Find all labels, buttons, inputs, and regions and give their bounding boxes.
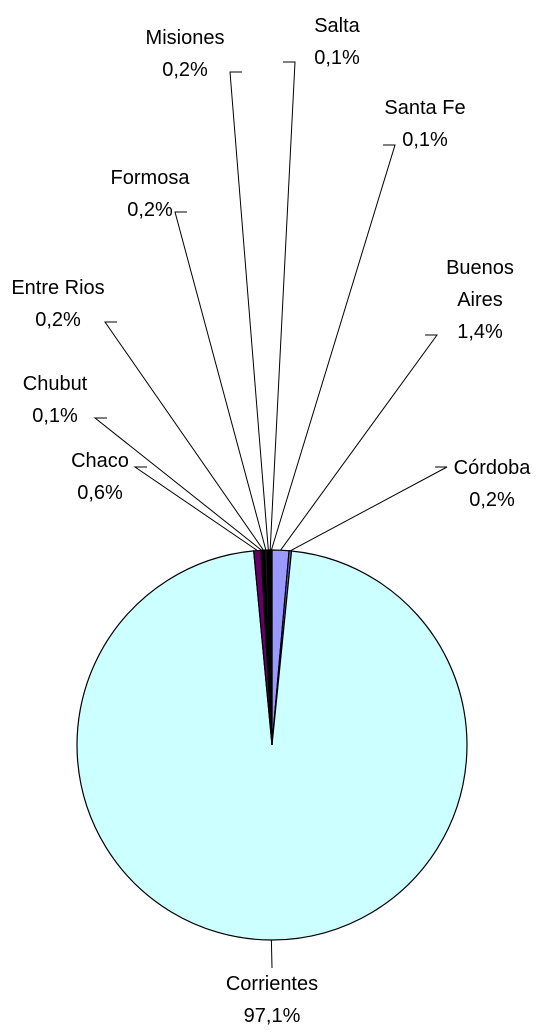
slice-label: Chubut 0,1%: [10, 368, 100, 432]
slice-name: Entre Rios: [11, 277, 105, 299]
leader-line: [229, 71, 269, 551]
slice-label: Chaco 0,6%: [55, 445, 145, 509]
slice-value: 0,1%: [32, 405, 78, 427]
slice-name: Chaco: [71, 450, 129, 472]
slice-name: Córdoba: [453, 457, 531, 479]
pie-slice: [76, 550, 468, 941]
slice-value: 0,2%: [127, 199, 173, 221]
slice-name: Buenos Aires: [446, 257, 514, 311]
slice-value: 0,1%: [314, 47, 360, 69]
slice-name: Corrientes: [225, 973, 319, 995]
pie-slice: [270, 549, 273, 746]
slice-value: 0,6%: [77, 482, 123, 504]
slice-label: Salta 0,1%: [297, 10, 377, 74]
slice-label: Entre Rios 0,2%: [3, 272, 113, 336]
leader-line: [104, 321, 264, 551]
slice-value: 0,2%: [162, 59, 208, 81]
leader-line: [290, 466, 448, 552]
slice-value: 0,1%: [402, 129, 448, 151]
leader-line: [270, 939, 273, 969]
slice-name: Salta: [314, 15, 360, 37]
leader-line: [270, 144, 396, 551]
slice-label: Buenos Aires 1,4%: [435, 252, 525, 348]
slice-name: Chubut: [22, 373, 88, 395]
slice-value: 1,4%: [457, 321, 503, 343]
slice-name: Santa Fe: [384, 97, 466, 119]
leader-line: [174, 211, 267, 551]
slice-name: Misiones: [145, 27, 225, 49]
leader-line: [280, 334, 438, 551]
slice-value: 97,1%: [243, 1005, 301, 1027]
leader-line: [133, 466, 258, 551]
leader-line: [269, 61, 296, 551]
slice-label: Córdoba 0,2%: [437, 452, 547, 516]
slice-label: Corrientes 97,1%: [202, 968, 342, 1032]
slice-value: 0,2%: [469, 489, 515, 511]
leader-line: [93, 417, 262, 551]
slice-label: Misiones 0,2%: [130, 22, 240, 86]
slice-name: Formosa: [110, 167, 190, 189]
slice-label: Santa Fe 0,1%: [375, 92, 475, 156]
slice-value: 0,2%: [35, 309, 81, 331]
slice-label: Formosa 0,2%: [100, 162, 200, 226]
